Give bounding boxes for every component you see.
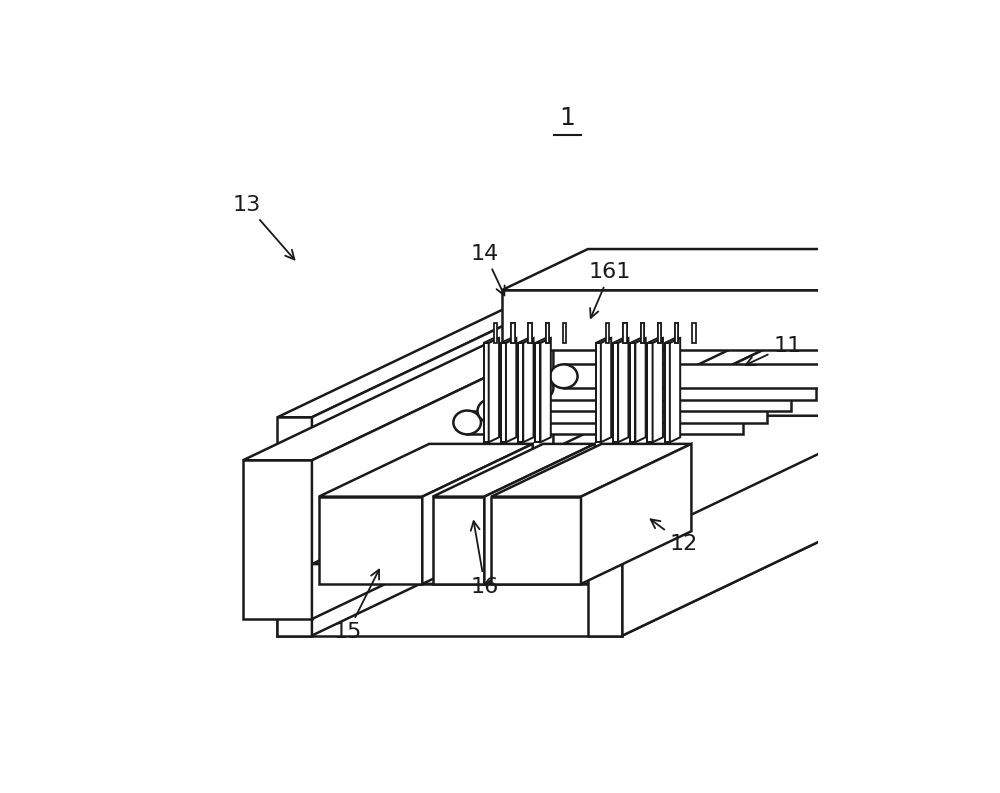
Polygon shape xyxy=(641,324,644,343)
Polygon shape xyxy=(511,324,515,343)
Polygon shape xyxy=(312,269,622,635)
Polygon shape xyxy=(546,324,549,343)
Polygon shape xyxy=(319,444,533,496)
Polygon shape xyxy=(622,435,933,635)
Polygon shape xyxy=(433,444,595,496)
Polygon shape xyxy=(658,324,661,343)
Ellipse shape xyxy=(526,376,553,400)
Polygon shape xyxy=(563,324,566,343)
Polygon shape xyxy=(489,338,499,442)
Polygon shape xyxy=(622,269,933,635)
Polygon shape xyxy=(422,444,533,584)
Polygon shape xyxy=(518,338,534,343)
Polygon shape xyxy=(433,496,484,584)
Polygon shape xyxy=(670,338,680,442)
Polygon shape xyxy=(847,249,933,350)
Polygon shape xyxy=(606,324,609,343)
Polygon shape xyxy=(501,338,516,343)
Polygon shape xyxy=(243,345,553,460)
Text: 1: 1 xyxy=(560,106,575,130)
Polygon shape xyxy=(511,324,515,343)
Polygon shape xyxy=(630,338,646,343)
Polygon shape xyxy=(502,249,933,290)
Polygon shape xyxy=(467,411,743,435)
Polygon shape xyxy=(506,338,516,442)
Polygon shape xyxy=(502,290,847,350)
Polygon shape xyxy=(596,338,611,343)
Polygon shape xyxy=(601,338,611,442)
Polygon shape xyxy=(319,496,422,584)
Text: 161: 161 xyxy=(589,262,631,318)
Polygon shape xyxy=(312,416,898,564)
Polygon shape xyxy=(653,338,663,442)
Polygon shape xyxy=(484,338,499,343)
Polygon shape xyxy=(528,324,532,343)
Polygon shape xyxy=(618,338,628,442)
Polygon shape xyxy=(665,343,670,442)
Polygon shape xyxy=(491,444,691,496)
Polygon shape xyxy=(277,584,622,635)
Text: 13: 13 xyxy=(233,195,294,259)
Polygon shape xyxy=(546,324,549,343)
Polygon shape xyxy=(613,343,618,442)
Polygon shape xyxy=(581,444,691,584)
Polygon shape xyxy=(515,388,791,412)
Polygon shape xyxy=(243,460,312,619)
Ellipse shape xyxy=(478,399,505,423)
Polygon shape xyxy=(596,343,601,442)
Polygon shape xyxy=(658,324,661,343)
Polygon shape xyxy=(535,338,551,343)
Text: 15: 15 xyxy=(333,569,379,642)
Polygon shape xyxy=(613,338,628,343)
Polygon shape xyxy=(647,338,663,343)
Polygon shape xyxy=(665,338,680,343)
Polygon shape xyxy=(588,417,622,635)
Text: 12: 12 xyxy=(651,519,698,554)
Polygon shape xyxy=(484,343,489,442)
Polygon shape xyxy=(528,324,532,343)
Polygon shape xyxy=(675,324,678,343)
Polygon shape xyxy=(635,338,646,442)
Polygon shape xyxy=(623,324,627,343)
Text: 16: 16 xyxy=(471,521,499,596)
Polygon shape xyxy=(484,444,595,584)
Text: 14: 14 xyxy=(471,244,505,295)
Ellipse shape xyxy=(502,388,529,412)
Polygon shape xyxy=(641,324,644,343)
Polygon shape xyxy=(312,345,553,619)
Polygon shape xyxy=(540,376,816,400)
Ellipse shape xyxy=(453,411,481,435)
Polygon shape xyxy=(523,338,534,442)
Polygon shape xyxy=(491,399,767,423)
Polygon shape xyxy=(692,324,696,343)
Polygon shape xyxy=(540,338,551,442)
Polygon shape xyxy=(588,269,933,417)
Polygon shape xyxy=(494,324,497,343)
Polygon shape xyxy=(491,496,581,584)
Text: 11: 11 xyxy=(746,335,801,365)
Polygon shape xyxy=(647,343,653,442)
Polygon shape xyxy=(623,324,627,343)
Ellipse shape xyxy=(550,364,578,389)
Polygon shape xyxy=(518,343,523,442)
Polygon shape xyxy=(564,364,840,389)
Polygon shape xyxy=(630,343,635,442)
Polygon shape xyxy=(277,435,933,584)
Polygon shape xyxy=(535,343,540,442)
Polygon shape xyxy=(675,324,678,343)
Polygon shape xyxy=(277,417,312,635)
Polygon shape xyxy=(501,343,506,442)
Polygon shape xyxy=(277,269,622,417)
